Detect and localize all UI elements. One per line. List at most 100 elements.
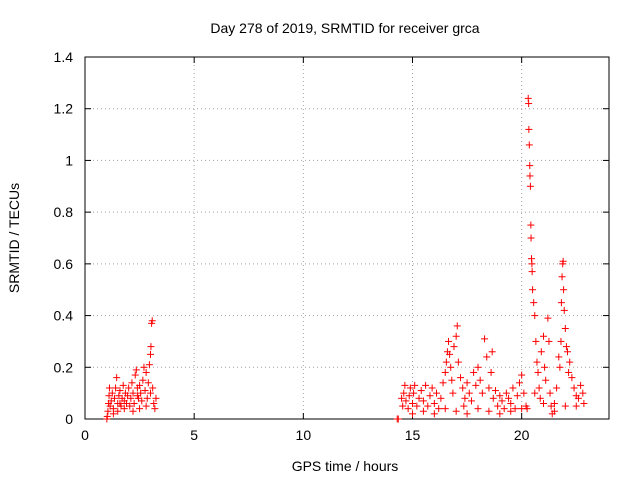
data-point: [454, 358, 462, 366]
data-point: [128, 379, 136, 387]
data-point: [142, 402, 150, 410]
data-point: [103, 412, 111, 420]
data-point: [559, 257, 567, 265]
data-point: [535, 384, 543, 392]
data-point: [577, 381, 585, 389]
data-point: [532, 337, 540, 345]
data-point: [496, 410, 504, 418]
data-points: [103, 94, 588, 423]
data-point: [527, 234, 535, 242]
data-point: [557, 299, 565, 307]
data-point: [525, 100, 533, 108]
data-point: [513, 392, 521, 400]
data-point: [422, 381, 430, 389]
data-point: [437, 394, 445, 402]
data-point: [561, 402, 569, 410]
chart-title: Day 278 of 2019, SRMTID for receiver grc…: [210, 20, 479, 36]
data-point: [529, 286, 537, 294]
data-point: [104, 407, 112, 415]
data-point: [463, 410, 471, 418]
data-point: [460, 402, 468, 410]
data-point: [142, 368, 150, 376]
data-point: [483, 353, 491, 361]
x-tick-label: 5: [190, 427, 198, 443]
data-point: [147, 389, 154, 397]
data-point: [411, 381, 419, 389]
data-point: [520, 389, 528, 397]
data-point: [139, 376, 147, 384]
data-point: [446, 350, 454, 358]
data-point: [518, 405, 526, 413]
y-tick-label: 1: [65, 152, 73, 168]
data-point: [536, 394, 544, 402]
y-tick-label: 0.2: [54, 359, 74, 375]
data-point: [472, 381, 480, 389]
data-point: [507, 407, 515, 415]
data-point: [452, 332, 460, 340]
data-point: [450, 343, 458, 351]
data-point: [433, 389, 441, 397]
data-point: [470, 368, 478, 376]
data-point: [527, 221, 535, 229]
data-point: [394, 415, 402, 423]
data-point: [560, 306, 568, 314]
data-point: [129, 407, 137, 415]
data-point: [572, 402, 580, 410]
data-point: [449, 389, 457, 397]
data-point: [399, 402, 407, 410]
data-point: [441, 368, 449, 376]
data-point: [509, 384, 517, 392]
data-point: [404, 405, 412, 413]
data-point: [448, 376, 456, 384]
data-point: [110, 394, 118, 402]
plot-frame: [84, 56, 610, 420]
data-point: [566, 358, 574, 366]
y-tick-label: 1.2: [54, 101, 74, 117]
data-point: [447, 363, 455, 371]
data-point: [580, 399, 588, 407]
data-point: [572, 392, 580, 400]
data-point: [556, 363, 564, 371]
data-point: [502, 389, 510, 397]
data-point: [141, 387, 149, 395]
data-point: [130, 399, 138, 407]
data-point: [557, 337, 565, 345]
data-point: [430, 399, 438, 407]
data-point: [145, 361, 153, 369]
data-point: [147, 343, 155, 351]
data-point: [463, 379, 471, 387]
data-point: [116, 387, 124, 395]
data-point: [544, 314, 552, 322]
data-point: [138, 397, 146, 405]
data-point: [113, 374, 121, 382]
x-tick-label: 0: [81, 427, 89, 443]
data-point: [474, 363, 482, 371]
data-point: [402, 397, 410, 405]
data-point: [127, 394, 135, 402]
data-point: [152, 394, 160, 402]
data-point: [500, 405, 508, 413]
data-point: [136, 381, 144, 389]
data-point: [461, 394, 469, 402]
data-point: [131, 371, 139, 379]
data-point: [467, 397, 475, 405]
y-axis-title: SRMTID / TECUs: [6, 183, 22, 293]
data-point: [570, 384, 578, 392]
data-point: [442, 358, 450, 366]
data-point: [476, 376, 484, 384]
data-point: [125, 384, 133, 392]
data-point: [112, 384, 120, 392]
data-point: [489, 394, 497, 402]
data-point: [143, 394, 151, 402]
data-point: [132, 366, 140, 374]
data-point: [542, 376, 550, 384]
data-point: [579, 389, 587, 397]
data-point: [116, 399, 124, 407]
data-point: [415, 394, 423, 402]
data-point: [545, 337, 553, 345]
data-point: [453, 322, 461, 330]
data-point: [553, 384, 561, 392]
data-point: [526, 182, 534, 190]
data-point: [430, 410, 438, 418]
